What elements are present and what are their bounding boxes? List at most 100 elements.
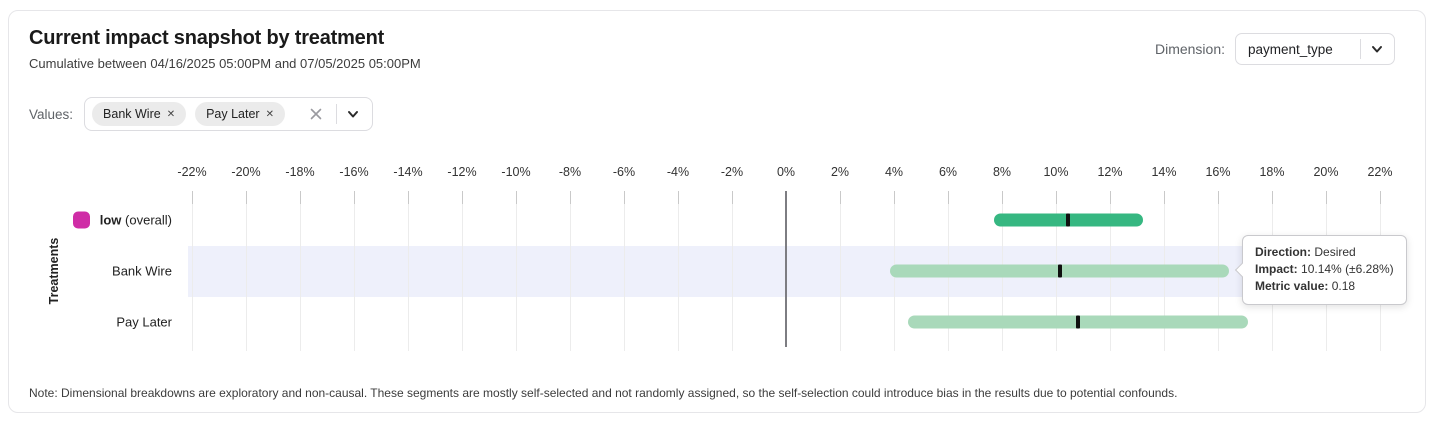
gridline — [300, 191, 301, 351]
gridline — [192, 191, 193, 351]
gridline — [624, 191, 625, 351]
x-axis-tick — [1380, 191, 1381, 204]
dimension-control: Dimension: payment_type — [1155, 33, 1395, 65]
row-label-note: (overall) — [121, 212, 172, 228]
gridline — [462, 191, 463, 351]
select-divider — [1360, 39, 1361, 59]
x-axis-tick — [1002, 191, 1003, 204]
gridline — [516, 191, 517, 351]
legend-swatch — [72, 211, 90, 229]
gridline — [840, 191, 841, 351]
impact-point-marker — [1066, 213, 1071, 227]
tooltip: Direction: Desired Impact: 10.14% (±6.28… — [1234, 235, 1407, 305]
zero-baseline — [785, 191, 787, 347]
chip-remove-icon[interactable]: ✕ — [166, 108, 176, 120]
x-axis-tick — [948, 191, 949, 204]
gridline — [570, 191, 571, 351]
tooltip-impact-row: Impact: 10.14% (±6.28%) — [1255, 261, 1394, 278]
footnote: Note: Dimensional breakdowns are explora… — [29, 386, 1178, 400]
x-axis-tick-label: -12% — [447, 165, 477, 179]
impact-point-marker — [1075, 315, 1080, 329]
x-axis-tick-label: 8% — [992, 165, 1012, 179]
x-axis-tick-label: 6% — [938, 165, 958, 179]
values-label: Values: — [29, 106, 74, 122]
gridline — [354, 191, 355, 351]
gridline — [732, 191, 733, 351]
x-axis-tick — [1110, 191, 1111, 204]
x-axis-tick-label: 14% — [1151, 165, 1177, 179]
x-axis-tick-label: 22% — [1367, 165, 1393, 179]
x-axis-tick-label: -8% — [558, 165, 582, 179]
x-axis-tick — [1218, 191, 1219, 204]
x-axis-tick — [678, 191, 679, 204]
x-axis-tick-label: -18% — [285, 165, 315, 179]
x-axis-tick-label: -4% — [666, 165, 690, 179]
gridline — [678, 191, 679, 351]
value-chip[interactable]: Pay Later ✕ — [195, 102, 285, 126]
card-header: Current impact snapshot by treatment Cum… — [9, 11, 1425, 71]
date-range-subtitle: Cumulative between 04/16/2025 05:00PM an… — [29, 56, 421, 71]
x-axis-tick — [516, 191, 517, 204]
x-axis-tick-label: 4% — [884, 165, 904, 179]
x-axis-tick-label: -22% — [177, 165, 207, 179]
x-axis-tick — [1326, 191, 1327, 204]
tooltip-metric-value: 0.18 — [1331, 279, 1356, 293]
x-axis-tick-label: -6% — [612, 165, 636, 179]
page-title: Current impact snapshot by treatment — [29, 27, 385, 49]
x-axis-tick-label: 10% — [1043, 165, 1069, 179]
x-axis-tick — [192, 191, 193, 204]
x-axis-tick — [462, 191, 463, 204]
dimension-select[interactable]: payment_type — [1235, 33, 1395, 65]
tooltip-direction-value: Desired — [1314, 245, 1356, 259]
impact-chart: Treatments Direction: Desired Impact: 10… — [9, 155, 1425, 356]
impact-point-marker — [1057, 264, 1062, 278]
tooltip-direction-row: Direction: Desired — [1255, 244, 1394, 261]
x-axis-tick — [408, 191, 409, 204]
x-axis-tick — [1056, 191, 1057, 204]
value-chip-label: Bank Wire — [103, 107, 161, 121]
x-axis-tick — [570, 191, 571, 204]
row-label: low (overall) — [9, 211, 172, 229]
x-axis-tick-label: -16% — [339, 165, 369, 179]
row-label: Bank Wire — [112, 263, 172, 279]
header-text-block: Current impact snapshot by treatment Cum… — [29, 27, 421, 71]
values-divider — [335, 104, 337, 124]
x-axis-tick-label: -14% — [393, 165, 423, 179]
value-chip-label: Pay Later — [206, 107, 260, 121]
x-axis-tick — [840, 191, 841, 204]
tooltip-impact-value: 10.14% (±6.28%) — [1301, 262, 1394, 276]
dimension-select-value: payment_type — [1248, 41, 1333, 57]
tooltip-metric-label: Metric value: — [1255, 279, 1329, 293]
tooltip-metric-row: Metric value: 0.18 — [1255, 278, 1394, 295]
gridline — [246, 191, 247, 351]
row-label: Pay Later — [116, 314, 172, 330]
x-axis-tick-label: 20% — [1313, 165, 1339, 179]
tooltip-direction-label: Direction: — [1255, 245, 1312, 259]
values-multiselect[interactable]: Bank Wire ✕ Pay Later ✕ — [84, 97, 373, 131]
x-axis-tick-label: 2% — [830, 165, 850, 179]
chevron-down-icon[interactable] — [346, 107, 360, 121]
x-axis-tick — [732, 191, 733, 204]
x-axis-tick — [354, 191, 355, 204]
x-axis-tick-label: 12% — [1097, 165, 1123, 179]
x-axis-tick-label: 16% — [1205, 165, 1231, 179]
value-chip[interactable]: Bank Wire ✕ — [92, 102, 187, 126]
x-axis-tick — [894, 191, 895, 204]
chevron-down-icon — [1370, 42, 1384, 56]
x-axis-tick-label: 18% — [1259, 165, 1285, 179]
clear-values-icon[interactable] — [308, 106, 324, 122]
x-axis-tick-label: -10% — [501, 165, 531, 179]
row-label-text: low — [99, 212, 122, 228]
values-filter-row: Values: Bank Wire ✕ Pay Later ✕ — [9, 71, 1425, 131]
x-axis-tick — [624, 191, 625, 204]
x-axis-tick — [246, 191, 247, 204]
x-axis-tick-label: -2% — [720, 165, 744, 179]
chip-remove-icon[interactable]: ✕ — [265, 108, 274, 120]
x-axis-tick — [300, 191, 301, 204]
x-axis-tick — [1164, 191, 1165, 204]
x-axis-tick-label: 0% — [776, 165, 796, 179]
x-axis-tick — [1272, 191, 1273, 204]
x-axis-tick-label: -20% — [231, 165, 261, 179]
gridline — [408, 191, 409, 351]
impact-snapshot-card: Current impact snapshot by treatment Cum… — [8, 10, 1426, 413]
